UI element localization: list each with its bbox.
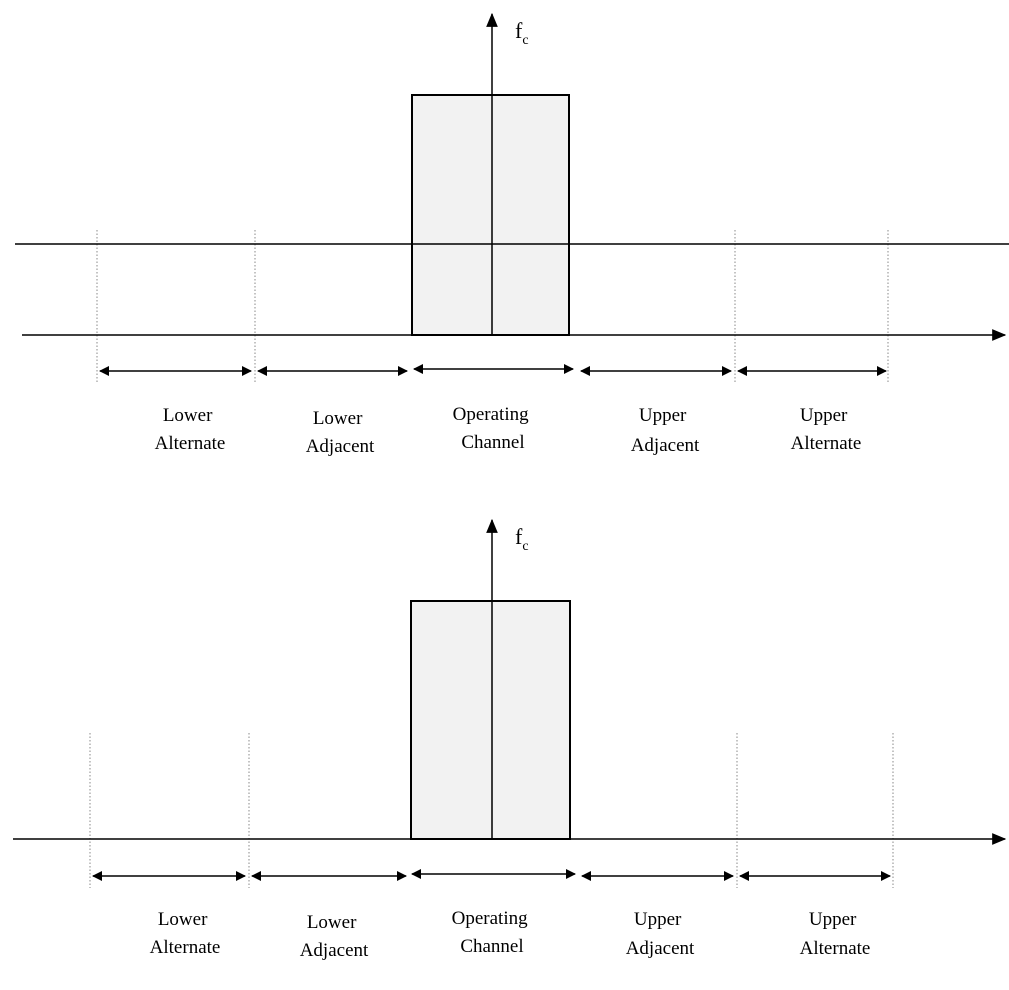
fc-label: fc	[515, 18, 529, 48]
operating-channel-box	[410, 600, 571, 840]
segment-label-lower-alternate: Lower Alternate	[150, 909, 221, 958]
segment-label-operating-channel: Operating Channel	[452, 908, 533, 957]
segment-label-operating-channel: Operating Channel	[453, 404, 534, 453]
segment-label-upper-adjacent: Upper Adjacent	[626, 909, 695, 959]
segment-label-lower-adjacent: Lower Adjacent	[306, 408, 375, 457]
segment-label-upper-alternate: Upper Alternate	[800, 909, 871, 959]
segment-label-lower-adjacent: Lower Adjacent	[300, 912, 369, 961]
segment-label-upper-adjacent: Upper Adjacent	[631, 405, 700, 456]
operating-channel-box	[411, 94, 570, 336]
segment-label-lower-alternate: Lower Alternate	[155, 405, 226, 454]
panel-top: fc Lower Alternate Lower Adjacent Operat…	[15, 12, 1009, 457]
fc-label: fc	[515, 524, 529, 554]
segment-label-upper-alternate: Upper Alternate	[791, 405, 862, 454]
panel-bottom: fc Lower Alternate Lower Adjacent Operat…	[13, 518, 1007, 961]
